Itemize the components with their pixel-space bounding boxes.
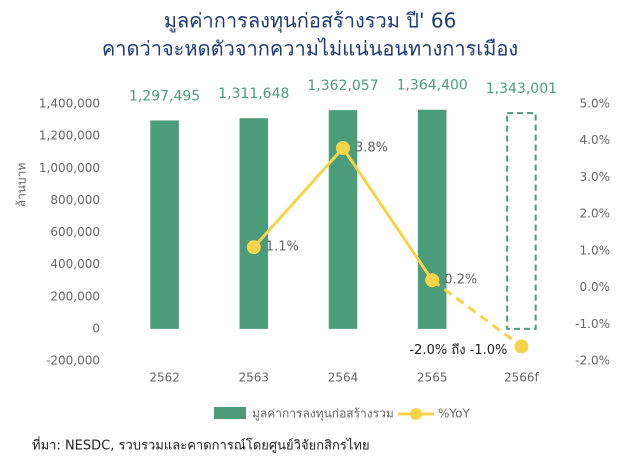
bar-value-label: 1,364,400: [397, 78, 468, 94]
line-point: [336, 141, 350, 156]
y-tick-label: 1,000,000: [39, 161, 100, 175]
bar-value-label: 1,343,001: [486, 81, 557, 97]
y2-tick-label: 1.0%: [580, 243, 611, 257]
chart-title: คาดว่าจะหดตัวจากความไม่แน่นอนทางการเมือง: [102, 37, 518, 61]
y-tick-label: 200,000: [50, 289, 100, 303]
chart-title: มูลค่าการลงทุนก่อสร้างรวม ปี' 66: [164, 9, 457, 34]
line-value-label: 0.2%: [444, 273, 477, 288]
bar-value-label: 1,297,495: [129, 88, 200, 104]
bar-value-label: 1,311,648: [218, 86, 289, 102]
x-tick-label: 2565: [417, 371, 448, 385]
y-tick-label: 600,000: [50, 225, 100, 239]
legend-swatch: [410, 408, 422, 420]
y-tick-label: 400,000: [50, 257, 100, 271]
line-forecast: [431, 279, 523, 348]
y2-tick-label: 0.0%: [580, 280, 611, 294]
x-tick-label: 2566f: [504, 371, 540, 385]
x-tick-label: 2564: [328, 371, 359, 385]
legend-label: %YoY: [438, 407, 470, 421]
annotation: -2.0% ถึง -1.0%: [409, 343, 507, 358]
bar: [506, 112, 537, 330]
line-value-label: 3.8%: [355, 141, 388, 156]
x-tick-label: 2562: [149, 371, 180, 385]
bar-value-label: 1,362,057: [307, 78, 378, 94]
source: ที่มา: NESDC, รวบรวมและคาดการณ์โดยศูนย์ว…: [32, 437, 370, 454]
y-tick-label: 1,400,000: [39, 97, 100, 111]
y-axis-label: ล้านบาท: [15, 163, 29, 208]
legend-label: มูลค่าการลงทุนก่อสร้างรวม: [252, 407, 394, 422]
y-tick-label: 1,200,000: [39, 129, 100, 143]
y2-tick-label: 4.0%: [580, 133, 611, 147]
y2-tick-label: 2.0%: [580, 207, 611, 221]
bar: [239, 118, 269, 329]
legend-swatch: [214, 407, 246, 419]
line-value-label: 1.1%: [266, 240, 299, 255]
y2-tick-label: 3.0%: [580, 170, 611, 184]
bar: [417, 109, 447, 329]
x-tick-label: 2563: [239, 371, 270, 385]
line-point: [514, 339, 529, 354]
y2-tick-label: -2.0%: [575, 354, 610, 368]
y2-tick-label: 5.0%: [580, 97, 611, 111]
bar: [150, 120, 179, 329]
y-tick-label: 0: [92, 321, 100, 335]
line-point: [246, 240, 261, 255]
line-point: [425, 273, 440, 288]
y2-tick-label: -1.0%: [575, 317, 610, 331]
y-tick-label: -200,000: [46, 354, 100, 368]
y-tick-label: 800,000: [50, 193, 100, 207]
